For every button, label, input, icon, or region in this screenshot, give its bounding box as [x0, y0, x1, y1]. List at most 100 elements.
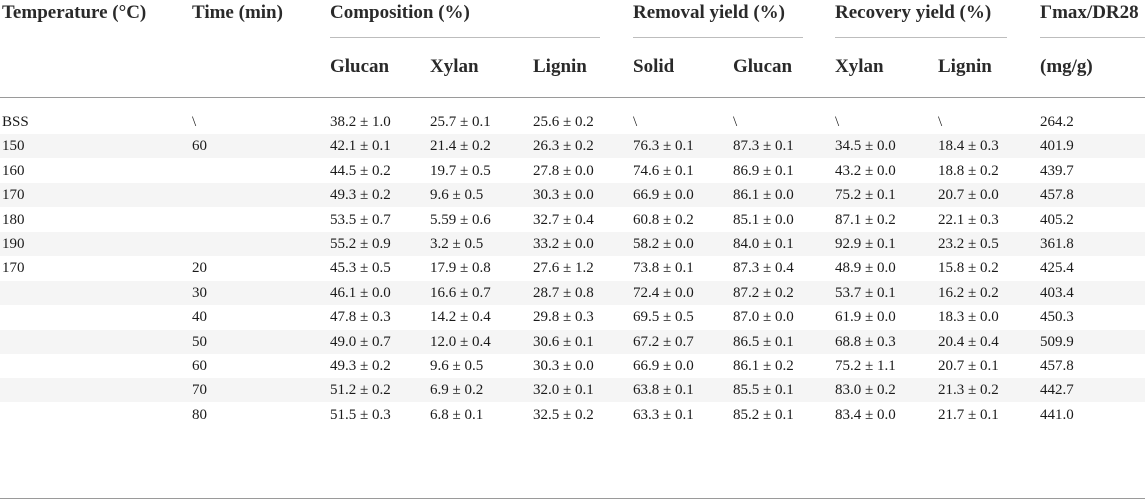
subheader-xylan: Xylan [430, 56, 479, 77]
cell-removal-solid: 73.8 ± 0.1 [633, 260, 694, 276]
cell-temperature: 180 [2, 212, 25, 228]
cell-recovery-xylan: 87.1 ± 0.2 [835, 212, 896, 228]
cell-removal-glucan: 85.2 ± 0.1 [733, 407, 794, 423]
cell-recovery-xylan: \ [835, 114, 840, 130]
cell-recovery-xylan: 75.2 ± 1.1 [835, 358, 896, 374]
cell-removal-glucan: 86.5 ± 0.1 [733, 334, 794, 350]
header-recovery-yield: Recovery yield (%) [835, 2, 992, 23]
cell-recovery-lignin: 21.3 ± 0.2 [938, 382, 999, 398]
cell-removal-glucan: 87.0 ± 0.0 [733, 309, 794, 325]
table-row-stripe [0, 183, 1145, 207]
cell-temperature: 170 [2, 260, 25, 276]
cell-removal-solid: 67.2 ± 0.7 [633, 334, 694, 350]
cell-lignin: 33.2 ± 0.0 [533, 236, 594, 252]
cell-recovery-xylan: 43.2 ± 0.0 [835, 163, 896, 179]
cell-gamma-max: 264.2 [1040, 114, 1074, 130]
cell-recovery-lignin: 18.4 ± 0.3 [938, 138, 999, 154]
composition-underline [330, 37, 600, 38]
cell-recovery-lignin: \ [938, 114, 943, 130]
table-row-stripe [0, 232, 1145, 256]
subheader-glucan: Glucan [330, 56, 390, 77]
recovery-underline [835, 37, 1007, 38]
cell-xylan: 19.7 ± 0.5 [430, 163, 491, 179]
cell-recovery-xylan: 68.8 ± 0.3 [835, 334, 896, 350]
cell-removal-solid: 58.2 ± 0.0 [633, 236, 694, 252]
cell-lignin: 30.3 ± 0.0 [533, 358, 594, 374]
subheader-gamma-unit: (mg/g) [1040, 56, 1093, 77]
cell-xylan: 25.7 ± 0.1 [430, 114, 491, 130]
cell-time: \ [192, 114, 197, 130]
cell-time: 60 [192, 138, 207, 154]
cell-glucan: 38.2 ± 1.0 [330, 114, 391, 130]
cell-glucan: 42.1 ± 0.1 [330, 138, 391, 154]
cell-recovery-lignin: 16.2 ± 0.2 [938, 285, 999, 301]
table-row-stripe [0, 281, 1145, 305]
cell-recovery-xylan: 92.9 ± 0.1 [835, 236, 896, 252]
cell-removal-glucan: \ [733, 114, 738, 130]
cell-gamma-max: 403.4 [1040, 285, 1074, 301]
cell-gamma-max: 405.2 [1040, 212, 1074, 228]
cell-recovery-xylan: 83.0 ± 0.2 [835, 382, 896, 398]
cell-glucan: 55.2 ± 0.9 [330, 236, 391, 252]
gamma-underline [1040, 37, 1145, 38]
cell-gamma-max: 439.7 [1040, 163, 1074, 179]
removal-underline [633, 37, 803, 38]
cell-xylan: 12.0 ± 0.4 [430, 334, 491, 350]
table-row-stripe [0, 134, 1145, 158]
cell-removal-solid: 63.3 ± 0.1 [633, 407, 694, 423]
cell-lignin: 27.8 ± 0.0 [533, 163, 594, 179]
cell-lignin: 32.7 ± 0.4 [533, 212, 594, 228]
table-row-stripe [0, 378, 1145, 402]
cell-glucan: 51.5 ± 0.3 [330, 407, 391, 423]
cell-xylan: 6.9 ± 0.2 [430, 382, 484, 398]
cell-recovery-lignin: 21.7 ± 0.1 [938, 407, 999, 423]
cell-removal-solid: 66.9 ± 0.0 [633, 187, 694, 203]
table-row-stripe [0, 330, 1145, 354]
cell-glucan: 45.3 ± 0.5 [330, 260, 391, 276]
cell-gamma-max: 457.8 [1040, 187, 1074, 203]
cell-removal-glucan: 87.3 ± 0.4 [733, 260, 794, 276]
cell-xylan: 3.2 ± 0.5 [430, 236, 484, 252]
cell-time: 20 [192, 260, 207, 276]
cell-gamma-max: 441.0 [1040, 407, 1074, 423]
cell-xylan: 5.59 ± 0.6 [430, 212, 491, 228]
cell-gamma-max: 361.8 [1040, 236, 1074, 252]
cell-lignin: 29.8 ± 0.3 [533, 309, 594, 325]
cell-recovery-xylan: 83.4 ± 0.0 [835, 407, 896, 423]
cell-glucan: 49.3 ± 0.2 [330, 187, 391, 203]
cell-removal-glucan: 87.3 ± 0.1 [733, 138, 794, 154]
subheader-recovery-lignin: Lignin [938, 56, 992, 77]
cell-xylan: 21.4 ± 0.2 [430, 138, 491, 154]
cell-gamma-max: 425.4 [1040, 260, 1074, 276]
cell-xylan: 9.6 ± 0.5 [430, 187, 484, 203]
table-bottom-rule [0, 498, 1145, 499]
cell-removal-glucan: 87.2 ± 0.2 [733, 285, 794, 301]
cell-recovery-lignin: 18.3 ± 0.0 [938, 309, 999, 325]
cell-lignin: 27.6 ± 1.2 [533, 260, 594, 276]
cell-lignin: 30.6 ± 0.1 [533, 334, 594, 350]
cell-removal-glucan: 86.1 ± 0.2 [733, 358, 794, 374]
cell-xylan: 9.6 ± 0.5 [430, 358, 484, 374]
cell-xylan: 16.6 ± 0.7 [430, 285, 491, 301]
cell-glucan: 47.8 ± 0.3 [330, 309, 391, 325]
header-gamma-max: Γmax/DR28 [1040, 2, 1139, 23]
cell-recovery-lignin: 20.7 ± 0.1 [938, 358, 999, 374]
cell-time: 60 [192, 358, 207, 374]
cell-time: 70 [192, 382, 207, 398]
cell-lignin: 32.0 ± 0.1 [533, 382, 594, 398]
cell-removal-glucan: 85.5 ± 0.1 [733, 382, 794, 398]
cell-removal-solid: 66.9 ± 0.0 [633, 358, 694, 374]
cell-gamma-max: 442.7 [1040, 382, 1074, 398]
cell-removal-solid: 69.5 ± 0.5 [633, 309, 694, 325]
header-temperature: Temperature (°C) [2, 2, 147, 23]
cell-recovery-lignin: 20.4 ± 0.4 [938, 334, 999, 350]
cell-removal-glucan: 85.1 ± 0.0 [733, 212, 794, 228]
cell-glucan: 44.5 ± 0.2 [330, 163, 391, 179]
cell-lignin: 28.7 ± 0.8 [533, 285, 594, 301]
cell-temperature: BSS [2, 114, 29, 130]
subheader-recovery-xylan: Xylan [835, 56, 884, 77]
cell-glucan: 49.3 ± 0.2 [330, 358, 391, 374]
cell-lignin: 32.5 ± 0.2 [533, 407, 594, 423]
cell-glucan: 49.0 ± 0.7 [330, 334, 391, 350]
cell-glucan: 51.2 ± 0.2 [330, 382, 391, 398]
